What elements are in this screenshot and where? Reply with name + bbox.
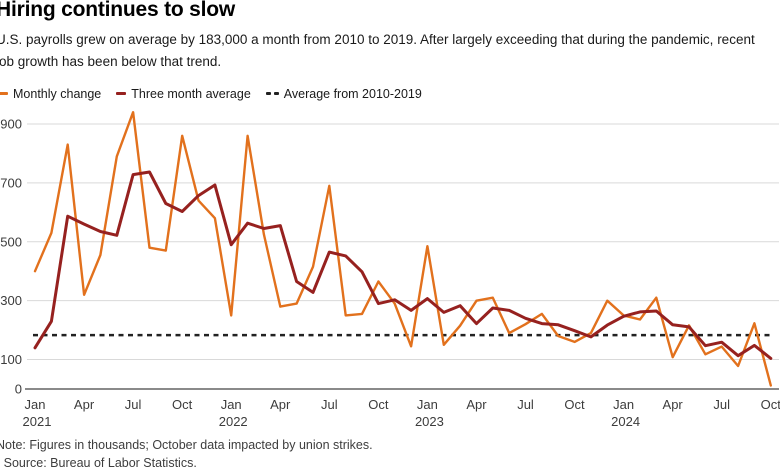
svg-text:Apr: Apr [466,397,487,412]
svg-text:Oct: Oct [761,397,780,412]
legend-item-average-2010-2019: Average from 2010-2019 [265,86,422,101]
legend-item-three-month-average: Three month average [116,87,251,101]
svg-text:Jan: Jan [613,397,634,412]
three-month-average-line-swatch-icon [116,92,127,95]
svg-text:Oct: Oct [172,397,193,412]
svg-text:2024: 2024 [611,414,640,429]
svg-text:300: 300 [0,293,22,308]
svg-text:Jul: Jul [125,397,142,412]
svg-text:Oct: Oct [368,397,389,412]
legend-item-monthly-change: Monthly change [0,87,101,101]
chart-title: Hiring continues to slow [0,0,236,21]
svg-text:Jul: Jul [517,397,534,412]
svg-text:500: 500 [0,234,22,249]
legend-label: Average from 2010-2019 [283,86,422,101]
svg-text:Jan: Jan [25,397,46,412]
svg-text:900: 900 [0,117,22,132]
svg-text:100: 100 [0,352,22,367]
chart-note: Note: Figures in thousands; October data… [0,438,373,452]
svg-text:Apr: Apr [74,397,95,412]
svg-text:Jan: Jan [417,397,438,412]
svg-text:Jan: Jan [221,397,242,412]
svg-text:Jul: Jul [321,397,338,412]
svg-text:0: 0 [15,382,22,397]
payrolls-chart: 0 100 300 500 700 900 Jan 2021 Apr Jul Oct Jan 2022 A… [0,110,780,429]
chart-subtitle: U.S. payrolls grew on average by 183,000… [0,32,755,69]
legend: Monthly change Three month average Avera… [0,85,422,102]
legend-label: Monthly change [13,86,102,101]
svg-text:2023: 2023 [415,414,444,429]
svg-text:Oct: Oct [564,397,585,412]
svg-text:Jul: Jul [713,397,730,412]
chart-source: · Source: Bureau of Labor Statistics. [0,456,197,470]
dashed-line-swatch-icon [265,92,279,95]
svg-text:700: 700 [0,175,22,190]
monthly-change-line-swatch-icon [0,92,8,95]
svg-text:2022: 2022 [219,414,248,429]
svg-text:2021: 2021 [23,414,52,429]
legend-label: Three month average [131,86,251,101]
svg-text:Apr: Apr [270,397,291,412]
svg-text:Apr: Apr [663,397,684,412]
